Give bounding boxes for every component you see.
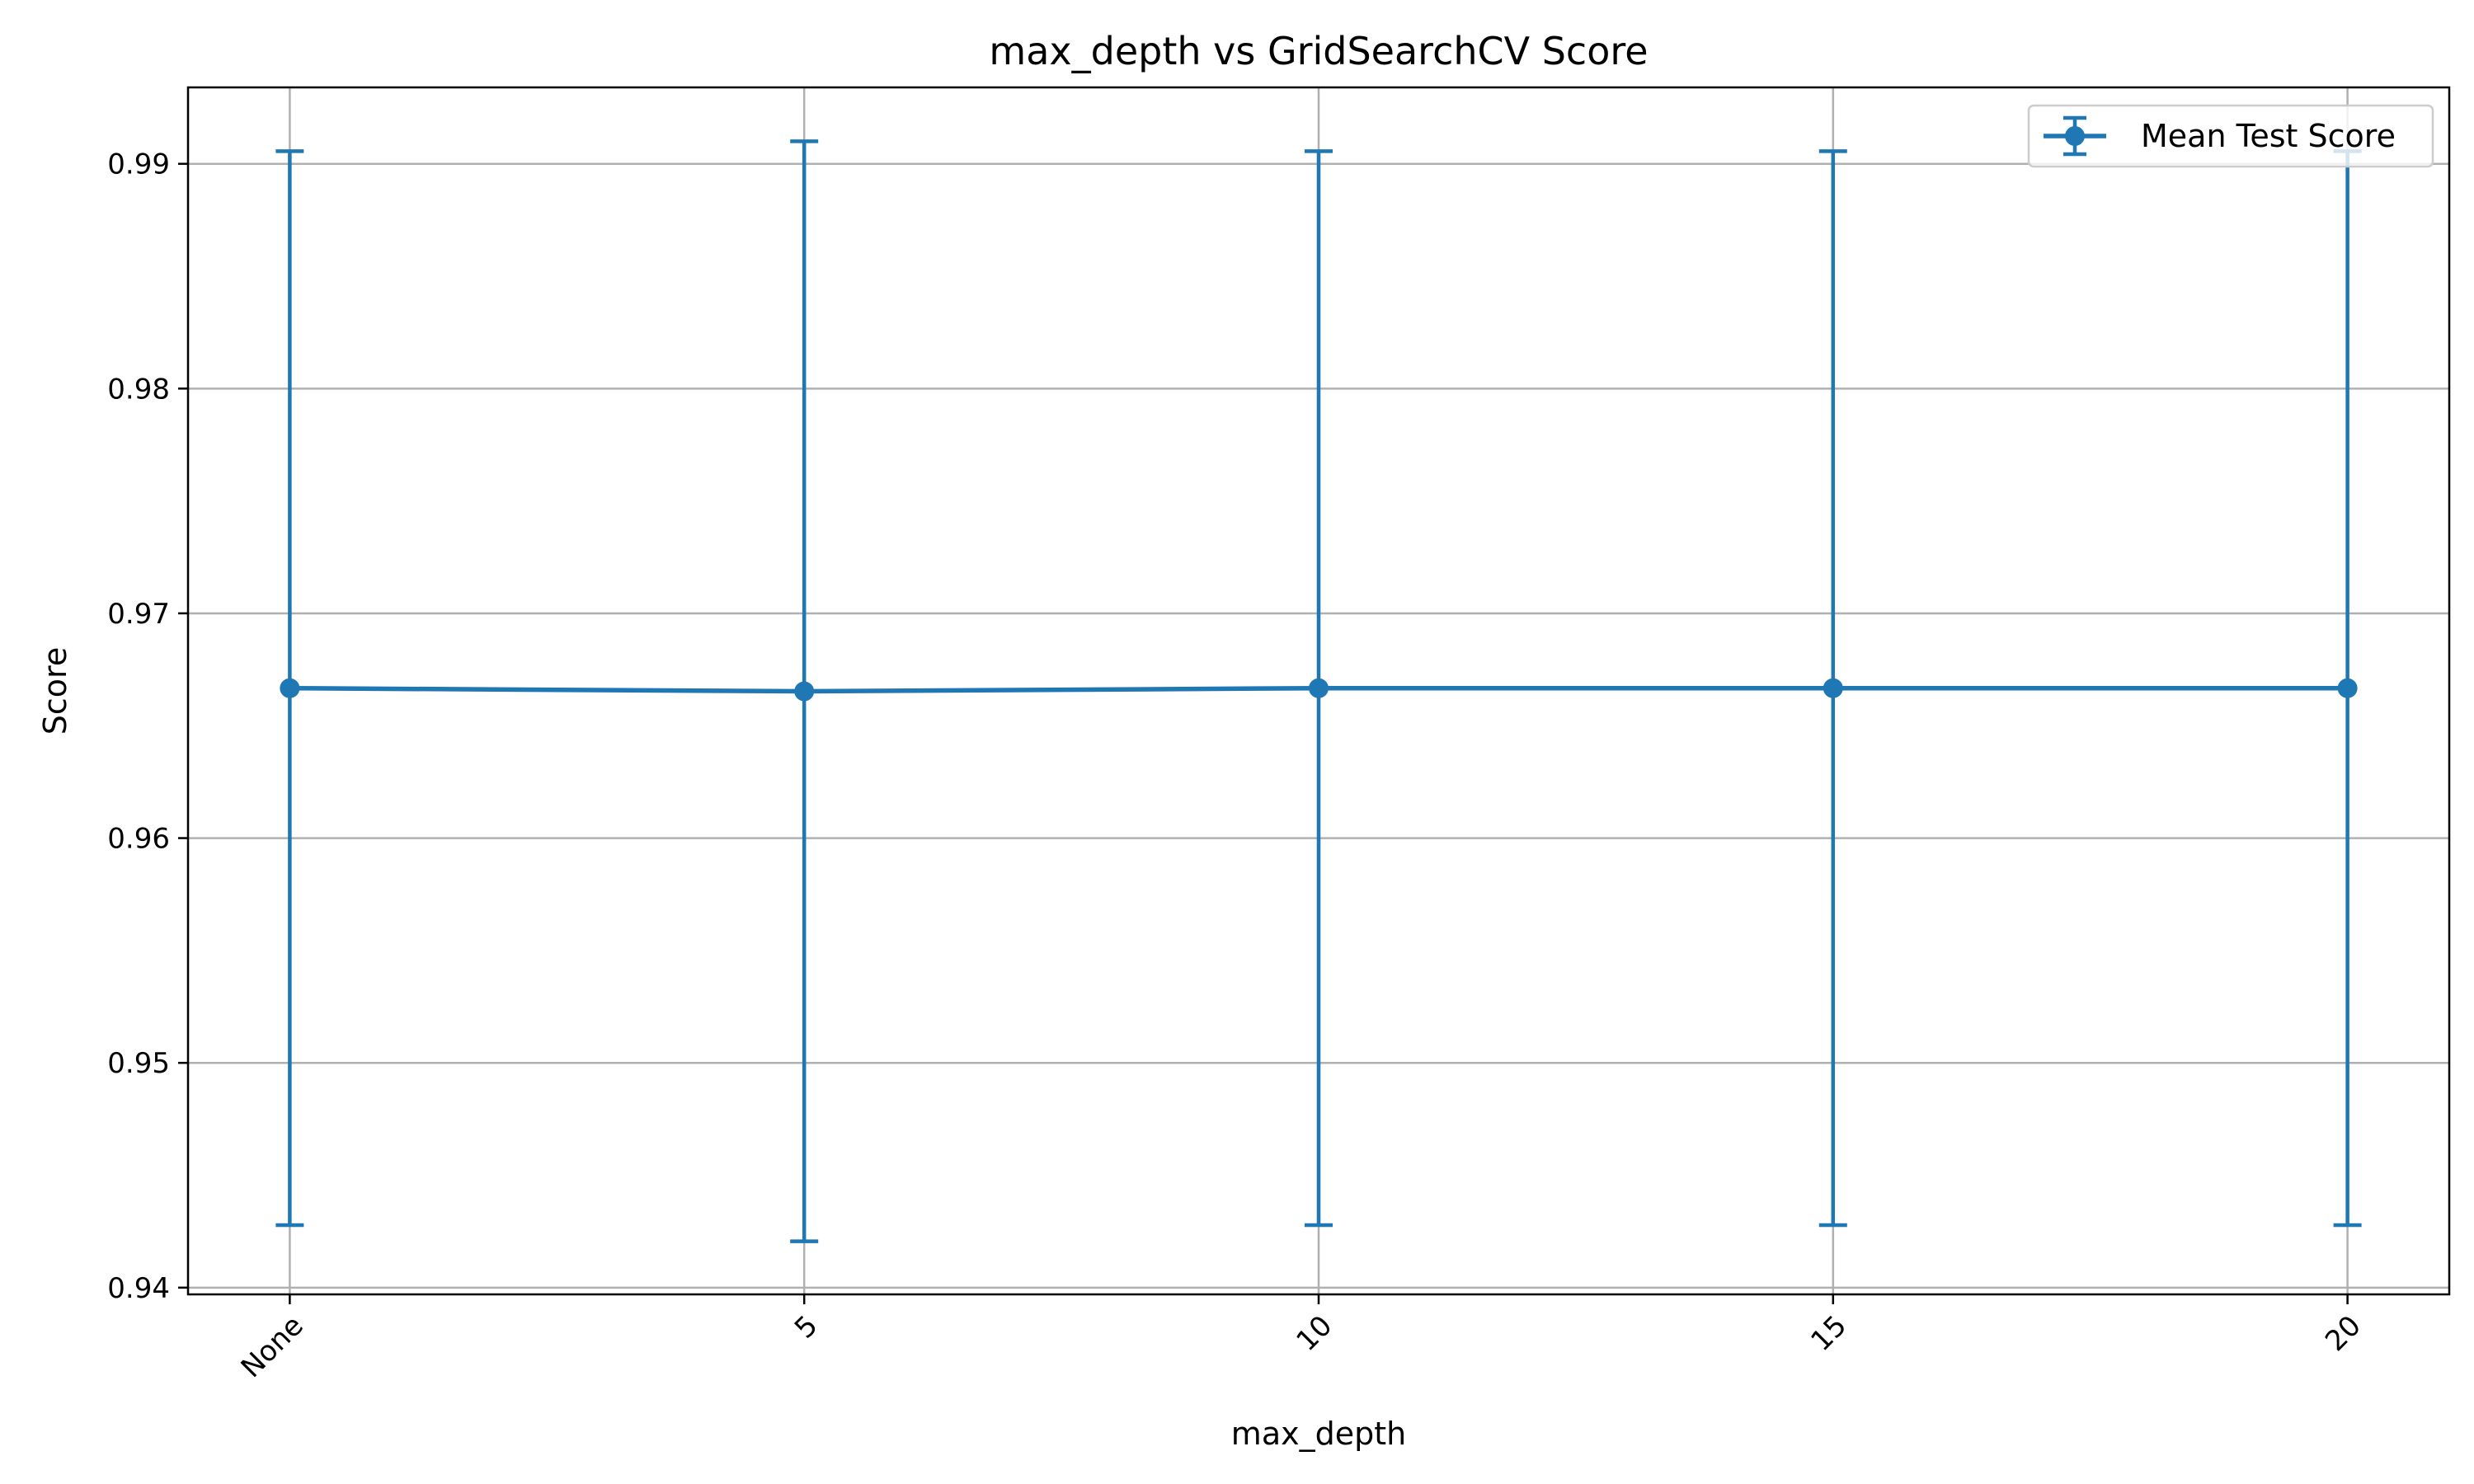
y-tick-label: 0.99 bbox=[107, 148, 170, 181]
axis-ticks: 0.94 0.95 0.96 0.97 0.98 0.99 None 5 10 15 20 bbox=[107, 148, 2368, 1384]
data-point bbox=[1309, 678, 1329, 698]
series-mean-test-score bbox=[275, 139, 2362, 1243]
plot-frame bbox=[186, 86, 2451, 1296]
data-point bbox=[794, 681, 815, 702]
y-tick-label: 0.97 bbox=[107, 598, 170, 631]
x-tick-label: 20 bbox=[2319, 1309, 2368, 1358]
legend-entry-label: Mean Test Score bbox=[2141, 118, 2396, 154]
y-axis-label: Score bbox=[37, 647, 73, 735]
y-tick-label: 0.95 bbox=[107, 1047, 170, 1080]
legend-box bbox=[2027, 104, 2434, 168]
x-tick-label: 10 bbox=[1290, 1309, 1338, 1358]
x-axis-label: max_depth bbox=[1231, 1416, 1406, 1452]
y-tick-label: 0.94 bbox=[107, 1272, 170, 1305]
x-tick-label: 15 bbox=[1804, 1309, 1853, 1358]
data-point bbox=[1823, 678, 1843, 698]
x-tick-label: 5 bbox=[788, 1309, 825, 1345]
y-tick-label: 0.96 bbox=[107, 823, 170, 856]
data-point bbox=[2337, 678, 2358, 698]
x-tick-label: None bbox=[235, 1309, 310, 1384]
y-tick-label: 0.98 bbox=[107, 373, 170, 406]
legend-point bbox=[2065, 126, 2085, 146]
legend: Mean Test Score bbox=[2027, 104, 2434, 168]
chart-title: max_depth vs GridSearchCV Score bbox=[989, 29, 1648, 73]
data-point bbox=[280, 678, 300, 698]
legend-marker bbox=[2044, 115, 2106, 157]
